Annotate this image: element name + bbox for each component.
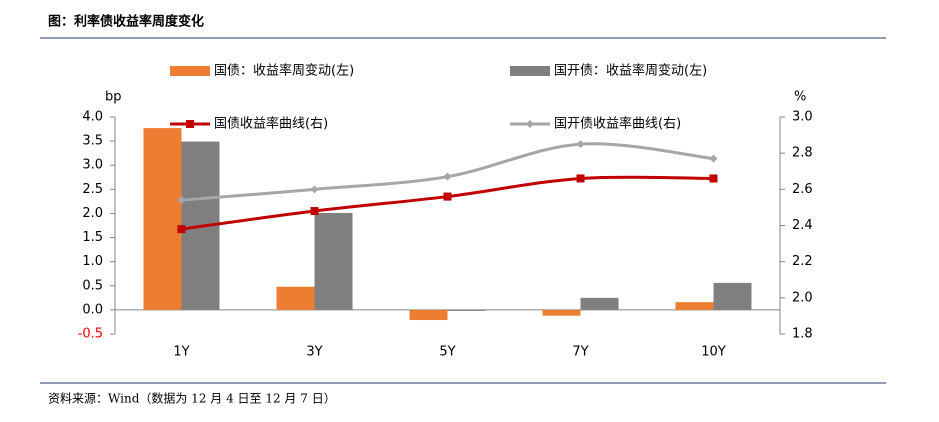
y2-tick-label: 2.0 — [792, 290, 813, 305]
source-note: 资料来源：Wind（数据为 12 月 4 日至 12 月 7 日） — [48, 391, 336, 406]
x-tick-label: 1Y — [173, 345, 189, 360]
y2-tick-label: 3.0 — [792, 110, 813, 125]
line-marker — [576, 174, 585, 183]
y2-tick-label: 2.4 — [792, 218, 813, 233]
y-tick-label: 2.5 — [82, 182, 103, 197]
line-series — [181, 142, 714, 202]
bar — [580, 297, 619, 310]
y2-tick-label: 2.8 — [792, 146, 813, 161]
line-marker — [310, 185, 319, 194]
line-marker — [709, 174, 718, 183]
legend-label: 国债：收益率周变动(左) — [214, 63, 354, 79]
x-tick-label: 7Y — [572, 345, 588, 360]
bar — [542, 309, 581, 316]
bar — [276, 286, 315, 310]
legend-label: 国债收益率曲线(右) — [214, 116, 328, 132]
y2-tick-label: 1.8 — [792, 327, 813, 342]
legend-swatch — [510, 66, 550, 76]
y-tick-label: -0.5 — [78, 327, 103, 342]
bar — [143, 128, 182, 310]
x-tick-label: 5Y — [439, 345, 455, 360]
y-tick-label: 1.5 — [82, 230, 103, 245]
bar — [447, 309, 486, 311]
y-tick-label: 1.0 — [82, 254, 103, 269]
line-marker — [576, 140, 585, 149]
line-marker — [177, 225, 186, 234]
line-marker — [310, 207, 319, 216]
y-tick-label: 3.0 — [82, 158, 103, 173]
y2-tick-label: 2.6 — [792, 182, 813, 197]
line-marker — [709, 154, 718, 163]
line-series — [181, 175, 714, 231]
bar — [713, 282, 752, 310]
line-marker — [443, 172, 452, 181]
legend-swatch — [170, 66, 210, 76]
line-marker — [443, 192, 452, 201]
chart-title: 图：利率债收益率周度变化 — [48, 14, 204, 30]
y-tick-label: 4.0 — [82, 110, 103, 125]
y-tick-label: 3.5 — [82, 134, 103, 149]
legend-marker — [186, 120, 194, 128]
y-axis-unit: bp — [105, 90, 122, 105]
y-tick-label: 2.0 — [82, 206, 103, 221]
bar — [409, 309, 448, 321]
y-tick-label: 0.0 — [82, 302, 103, 317]
x-tick-label: 10Y — [701, 345, 726, 360]
bar — [314, 212, 353, 310]
legend-label: 国开债：收益率周变动(左) — [554, 63, 707, 79]
y2-tick-label: 2.2 — [792, 254, 813, 269]
bar — [675, 302, 714, 310]
line-marker — [177, 196, 186, 205]
y-tick-label: 0.5 — [82, 278, 103, 293]
legend-marker — [526, 120, 534, 128]
y2-axis-unit: % — [794, 90, 806, 105]
legend-label: 国开债收益率曲线(右) — [554, 116, 681, 132]
x-tick-label: 3Y — [306, 345, 322, 360]
